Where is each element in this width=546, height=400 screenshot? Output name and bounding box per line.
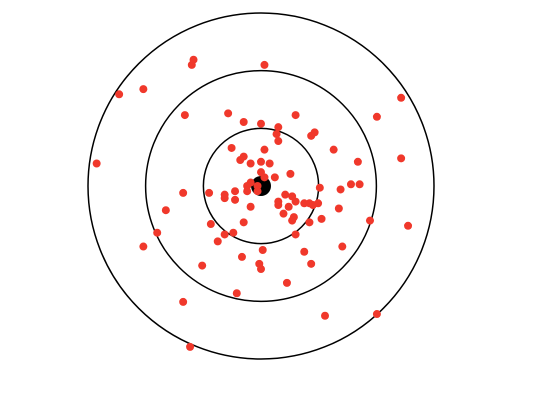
- shot-point: [397, 93, 406, 102]
- shot-point: [317, 214, 326, 223]
- shot-point: [314, 199, 323, 208]
- shot-point: [187, 60, 196, 69]
- shot-point: [315, 183, 324, 192]
- shot-point: [239, 218, 248, 227]
- shot-point: [220, 230, 229, 239]
- shot-point: [265, 159, 274, 168]
- shot-point: [231, 195, 240, 204]
- shot-point: [355, 180, 364, 189]
- shot-point: [404, 221, 413, 230]
- shot-point: [236, 156, 245, 165]
- shot-point: [274, 123, 283, 132]
- shot-point: [220, 194, 229, 203]
- shot-point: [260, 60, 269, 69]
- shot-point: [257, 265, 265, 274]
- shot-point: [336, 185, 345, 194]
- shot-point: [291, 111, 300, 120]
- shot-point: [205, 188, 214, 197]
- shot-point: [288, 216, 297, 225]
- shot-point: [260, 145, 269, 154]
- shot-point: [161, 206, 170, 215]
- shot-point: [243, 187, 252, 196]
- shot-point: [279, 209, 288, 218]
- shot-point: [329, 145, 338, 154]
- shot-point: [321, 311, 330, 320]
- shot-point: [180, 111, 189, 120]
- shot-points: [92, 55, 413, 351]
- shot-point: [272, 130, 281, 139]
- shot-point: [274, 137, 283, 146]
- shot-point: [372, 112, 381, 121]
- shot-point: [397, 154, 406, 163]
- shot-point: [186, 342, 195, 351]
- shot-point: [227, 143, 236, 152]
- shot-point: [274, 201, 283, 210]
- shot-point: [224, 109, 233, 118]
- shot-point: [281, 190, 290, 199]
- shot-point: [213, 237, 222, 246]
- target-ring-2: [144, 69, 378, 303]
- shot-point: [246, 202, 255, 211]
- shot-point: [286, 169, 295, 178]
- shot-point: [115, 90, 124, 99]
- shot-point: [253, 187, 262, 196]
- shot-point: [338, 242, 347, 251]
- shot-point: [198, 261, 207, 270]
- shot-point: [291, 230, 300, 239]
- target-ring-3: [87, 12, 435, 360]
- shot-point: [231, 187, 240, 196]
- shot-point: [300, 247, 309, 256]
- shot-point: [239, 117, 248, 126]
- shot-point: [179, 297, 188, 306]
- shot-point: [153, 228, 162, 237]
- shot-point: [257, 157, 265, 166]
- shot-point: [372, 310, 381, 319]
- shot-point: [353, 157, 362, 166]
- shot-point: [206, 220, 215, 229]
- shot-point: [365, 216, 374, 225]
- shot-point: [346, 180, 355, 189]
- shot-point: [305, 218, 314, 227]
- shot-point: [139, 85, 148, 94]
- shot-point: [232, 289, 241, 298]
- shot-point: [237, 252, 246, 261]
- shot-point: [307, 259, 316, 268]
- shot-point: [291, 197, 300, 206]
- shot-point: [179, 188, 188, 197]
- shot-point: [334, 204, 343, 213]
- shot-point: [246, 159, 255, 168]
- shot-point: [258, 246, 267, 255]
- shot-point: [229, 228, 238, 237]
- shot-point: [139, 242, 148, 251]
- shot-point: [257, 119, 265, 128]
- shot-point: [282, 278, 291, 287]
- shot-point: [284, 202, 293, 211]
- shot-point: [92, 159, 101, 168]
- shot-point: [260, 173, 269, 182]
- shot-point: [307, 131, 316, 140]
- shot-point: [270, 173, 279, 182]
